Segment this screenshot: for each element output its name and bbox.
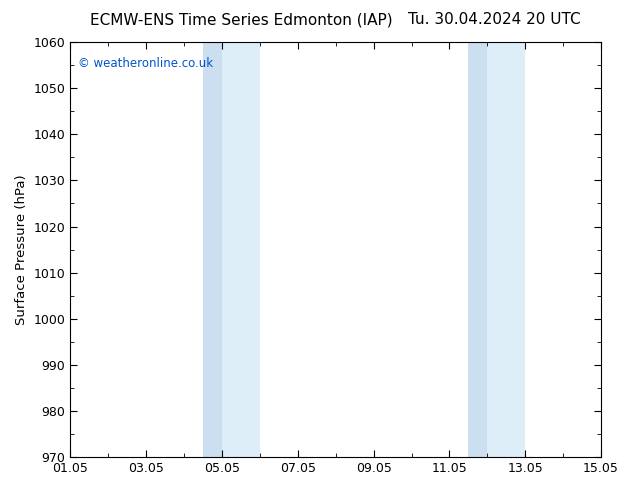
Y-axis label: Surface Pressure (hPa): Surface Pressure (hPa) xyxy=(15,174,28,325)
Bar xyxy=(222,42,260,457)
Bar xyxy=(203,42,222,457)
Bar xyxy=(469,42,488,457)
Text: © weatheronline.co.uk: © weatheronline.co.uk xyxy=(78,56,214,70)
Text: ECMW-ENS Time Series Edmonton (IAP): ECMW-ENS Time Series Edmonton (IAP) xyxy=(89,12,392,27)
Text: Tu. 30.04.2024 20 UTC: Tu. 30.04.2024 20 UTC xyxy=(408,12,581,27)
Bar xyxy=(488,42,525,457)
